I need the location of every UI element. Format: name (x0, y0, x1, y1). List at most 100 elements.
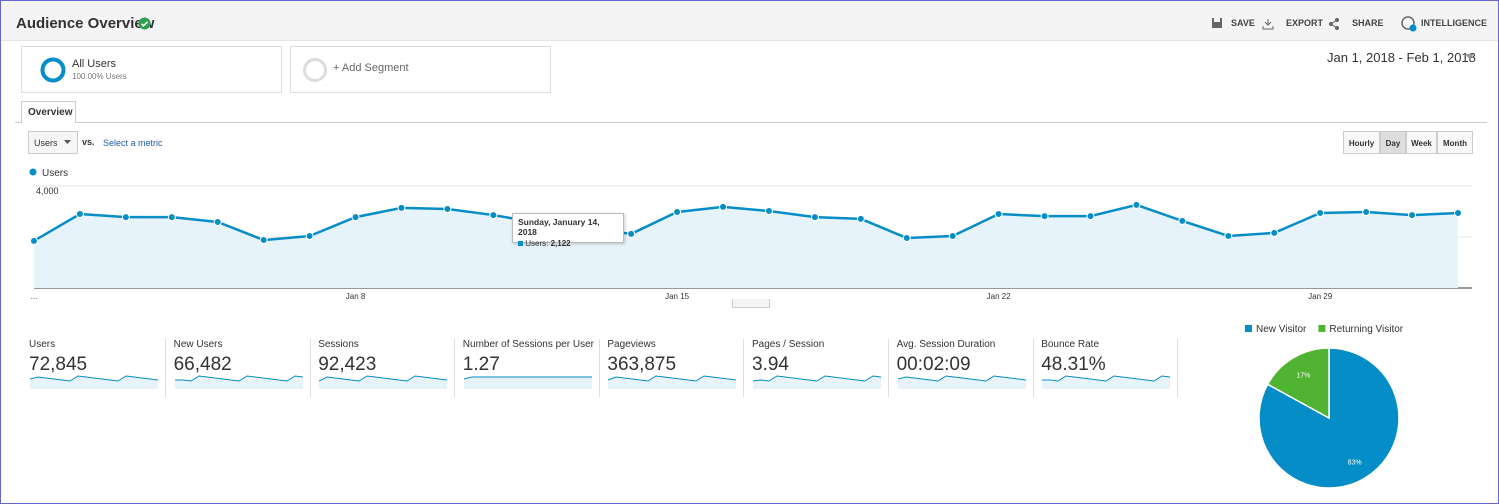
metric-value: 3.94 (752, 354, 789, 375)
sparkline-line (174, 375, 303, 382)
metric-divider (743, 339, 745, 397)
point (1362, 208, 1371, 217)
point (719, 202, 728, 211)
period-hourly[interactable]: Hourly (1343, 131, 1380, 154)
metric-name: Sessions (318, 339, 359, 350)
period-week[interactable]: Week (1406, 131, 1437, 154)
sparkline-line (463, 376, 592, 380)
segment-card[interactable] (21, 46, 282, 93)
point (1454, 209, 1462, 218)
page-title: Audience Overview (16, 15, 155, 32)
metric-name: Number of Sessions per User (462, 339, 594, 350)
metric-value: 1.27 (462, 354, 500, 375)
point (856, 214, 865, 223)
point (673, 208, 682, 217)
select-metric[interactable]: Select a metric (103, 138, 163, 148)
sparkline-area (174, 376, 303, 389)
tooltip-label: Users: (525, 239, 549, 248)
x-tick-label: Jan 8 (346, 292, 366, 301)
date-range[interactable]: Jan 1, 2018 - Feb 1, 2018 (1327, 50, 1476, 65)
date-caret (1465, 54, 1474, 59)
point (397, 203, 406, 212)
sparkline (463, 376, 592, 389)
metric-divider (309, 339, 311, 397)
metric-divider (1032, 339, 1034, 397)
sparkline (1042, 375, 1171, 389)
point (948, 231, 957, 240)
metric-value: 92,423 (318, 354, 377, 375)
period-month[interactable]: Month (1437, 131, 1473, 154)
verified-icon (138, 17, 151, 30)
top-bar (1, 1, 1498, 41)
share-button[interactable]: SHARE (1352, 18, 1384, 28)
x-tick-label: ... (31, 292, 38, 301)
sparkline (897, 375, 1026, 389)
legend-label: Returning Visitor (1329, 324, 1403, 335)
sparkline-area (608, 376, 737, 389)
point (305, 231, 314, 240)
save-button[interactable]: SAVE (1231, 18, 1255, 28)
area (34, 204, 1458, 288)
point (1224, 231, 1233, 240)
line (33, 203, 1459, 242)
action-icons (1212, 16, 1417, 32)
sparkline-line (319, 375, 448, 382)
point (1270, 228, 1279, 237)
point (1316, 209, 1325, 218)
add-segment-card[interactable] (290, 46, 551, 93)
legend-swatch (1318, 325, 1326, 332)
point (121, 213, 130, 222)
period-day[interactable]: Day (1380, 131, 1406, 154)
metric-caret (64, 140, 71, 144)
point (351, 213, 360, 222)
sparkline (174, 375, 303, 389)
sparkline-line (1042, 375, 1171, 382)
overview-tab[interactable]: Overview (21, 101, 76, 123)
sparkline-area (463, 377, 592, 389)
point (75, 210, 84, 219)
sparkline-area (1042, 376, 1171, 389)
add-segment-ring (303, 58, 327, 82)
point (167, 213, 176, 222)
legend-swatch (29, 168, 37, 176)
sparkline-line (897, 375, 1026, 382)
legend-swatch (1245, 325, 1252, 332)
metric-name: Pageviews (607, 339, 656, 350)
export-button[interactable]: EXPORT (1286, 18, 1324, 28)
metric-value: 00:02:09 (896, 354, 971, 375)
vs-label: vs. (82, 137, 95, 147)
sparkline-line (608, 375, 737, 382)
metric-divider (1177, 339, 1179, 397)
y-tick-label: 4,000 (36, 186, 59, 196)
metric-divider (598, 339, 600, 397)
point (810, 213, 819, 222)
metric-name: New Users (173, 339, 223, 350)
segment-detail: 100.00% Users (72, 72, 127, 81)
tab-line (15, 122, 1487, 123)
tooltip: Sunday, January 14, 2018 Users: 2,122 (512, 213, 624, 248)
point (213, 217, 222, 226)
point (1086, 212, 1095, 221)
sparkline-area (30, 376, 158, 389)
sparkline-area (319, 376, 448, 389)
sparkline (30, 375, 158, 389)
x-tick-label: Jan 22 (987, 292, 1012, 301)
pie-label: 83% (1348, 459, 1362, 466)
segment-ring (40, 57, 66, 83)
sparkline-area (753, 376, 881, 389)
metric-select[interactable]: Users (28, 131, 78, 154)
point (1178, 216, 1187, 225)
legend-label: Users (42, 168, 68, 179)
collapse-handle[interactable] (732, 299, 770, 308)
point (627, 229, 636, 238)
sparkline-area (897, 376, 1026, 389)
point (1408, 211, 1417, 220)
metric-name: Users (29, 339, 56, 350)
x-tick-label: Jan 15 (665, 292, 690, 301)
tooltip-swatch (518, 241, 523, 246)
point (994, 210, 1003, 219)
intelligence-button[interactable]: INTELLIGENCE (1421, 18, 1488, 28)
add-segment[interactable]: + Add Segment (333, 62, 409, 74)
metric-value: 72,845 (29, 354, 88, 375)
